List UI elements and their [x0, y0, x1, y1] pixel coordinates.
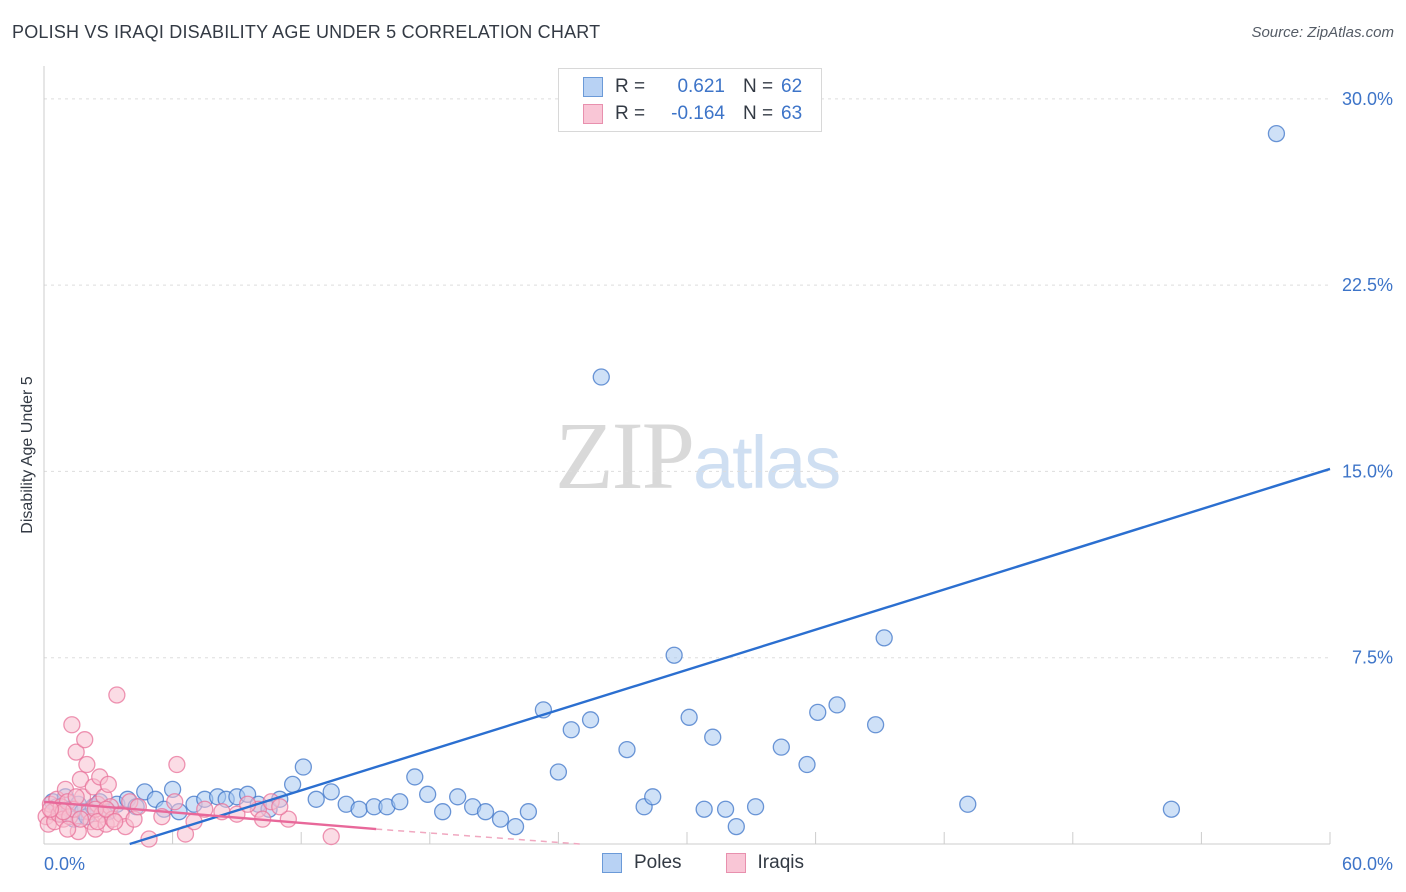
iraqis-point [63, 716, 81, 734]
poles-point [618, 740, 636, 759]
y-tick-label: 30.0% [1342, 89, 1393, 109]
series-legend-iraqis[interactable]: Iraqis [725, 852, 804, 874]
iraqis-point [196, 800, 214, 818]
iraqis-point [76, 731, 94, 749]
series-legend-poles[interactable]: Poles [602, 852, 682, 874]
poles-point [875, 629, 893, 647]
poles-trendline [129, 467, 1331, 846]
poles-point [350, 800, 368, 818]
poles-point [519, 803, 538, 821]
legend-r-value: -0.164 [671, 103, 725, 124]
poles-point [506, 817, 525, 836]
poles-point [562, 721, 580, 739]
poles-point [727, 817, 745, 836]
iraqis-point [271, 798, 289, 816]
poles-point [476, 803, 495, 821]
poles-point [828, 696, 846, 714]
poles-point [491, 810, 510, 828]
series-swatch-poles [602, 853, 622, 873]
poles-point [434, 803, 452, 821]
poles-point [644, 788, 662, 806]
poles-point [665, 646, 683, 664]
iraqis-trendline-extension [376, 828, 580, 845]
poles-point [746, 798, 765, 816]
iraqis-point [58, 820, 77, 838]
poles-point [322, 783, 340, 801]
legend-n-value: 63 [781, 103, 803, 124]
watermark: ZIPatlas [555, 400, 841, 511]
y-tick-label: 22.5% [1342, 275, 1393, 295]
poles-point [866, 716, 885, 734]
iraqis-point [71, 770, 90, 789]
poles-point [581, 711, 600, 729]
poles-point [772, 738, 790, 756]
series-label-poles: Poles [634, 852, 682, 873]
poles-point [716, 800, 735, 818]
poles-point [307, 790, 325, 808]
iraqis-point [108, 686, 126, 704]
poles-point [680, 708, 698, 726]
x-tick-label: 0.0% [44, 854, 85, 874]
iraqis-point [67, 743, 85, 761]
legend-r-label: R = [615, 76, 646, 97]
legend-n-value: 62 [781, 76, 803, 97]
legend-swatch-poles [583, 77, 603, 97]
poles-point [798, 755, 816, 774]
poles-point [592, 368, 610, 386]
watermark-atlas: atlas [693, 421, 841, 504]
iraqis-point [71, 810, 90, 828]
series-swatch-iraqis [725, 853, 746, 873]
legend-r-value: 0.621 [677, 76, 725, 97]
iraqis-trendline [43, 800, 377, 831]
poles-point [809, 703, 827, 722]
legend-r-label: R = [615, 103, 646, 124]
poles-point [695, 800, 713, 818]
poles-point [959, 795, 977, 813]
iraqis-point [88, 812, 107, 831]
legend-n-label: N = [743, 76, 774, 97]
poles-point [549, 763, 568, 781]
stats-legend: R = 0.621 N = 62 R = -0.164 N = 63 [558, 68, 822, 132]
iraqis-point [97, 800, 115, 818]
source-label: Source: ZipAtlas.com [1251, 24, 1394, 41]
iraqis-point [106, 812, 124, 831]
iraqis-point [67, 788, 85, 806]
poles-point [294, 758, 312, 776]
poles-point [1162, 800, 1181, 818]
iraqis-point [168, 755, 186, 774]
y-tick-label: 15.0% [1342, 461, 1393, 481]
x-tick-label: 60.0% [1342, 854, 1393, 874]
chart-title: POLISH VS IRAQI DISABILITY AGE UNDER 5 C… [12, 22, 601, 42]
poles-point [449, 788, 467, 806]
iraqis-point [129, 798, 147, 816]
poles-point [704, 728, 722, 746]
watermark-zip: ZIP [555, 402, 695, 509]
legend-n-label: N = [743, 103, 774, 124]
iraqis-point [78, 755, 96, 774]
poles-point [283, 775, 302, 794]
legend-swatch-iraqis [583, 104, 603, 124]
poles-point [1267, 124, 1286, 143]
iraqis-point [322, 827, 340, 846]
iraqis-point [99, 775, 117, 794]
iraqis-point [166, 793, 184, 811]
poles-point [406, 768, 424, 786]
series-label-iraqis: Iraqis [757, 852, 804, 873]
y-tick-label: 7.5% [1352, 648, 1393, 668]
legend-row-iraqis: R = -0.164 N = 63 [583, 102, 802, 126]
series-legend: Poles Iraqis [0, 852, 1406, 874]
poles-point [419, 785, 437, 803]
legend-row-poles: R = 0.621 N = 62 [583, 75, 802, 99]
poles-point [391, 793, 409, 811]
